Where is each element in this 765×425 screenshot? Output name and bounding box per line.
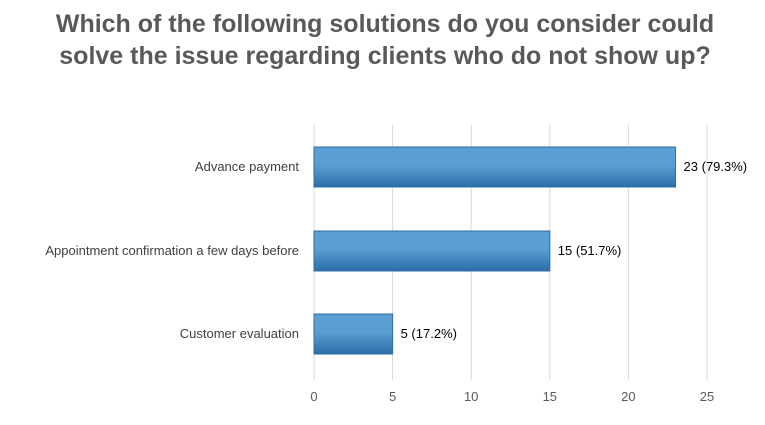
data-label: 15 (51.7%) <box>558 243 622 258</box>
chart-title: Which of the following solutions do you … <box>55 10 715 70</box>
category-label: Customer evaluation <box>180 326 299 341</box>
x-tick-label: 0 <box>310 389 317 404</box>
bar <box>313 146 677 188</box>
bar <box>313 230 551 272</box>
bar <box>313 313 394 355</box>
data-label: 23 (79.3%) <box>684 159 748 174</box>
data-label: 5 (17.2%) <box>401 326 457 341</box>
category-label: Advance payment <box>195 159 299 174</box>
x-tick-label: 5 <box>389 389 396 404</box>
x-tick-label: 10 <box>464 389 478 404</box>
x-tick-label: 20 <box>621 389 635 404</box>
x-tick-label: 15 <box>543 389 557 404</box>
bars <box>313 146 677 355</box>
x-tick-label: 25 <box>700 389 714 404</box>
category-label: Appointment confirmation a few days befo… <box>45 243 299 258</box>
labels: 0 5 10 15 20 25 Advance payment 23 (79.3%) Appoi… <box>45 159 747 404</box>
